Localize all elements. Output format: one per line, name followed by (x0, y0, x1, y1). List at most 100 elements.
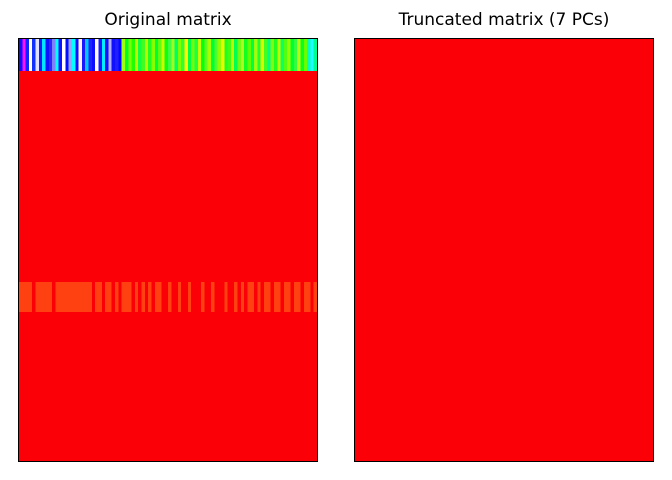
original-matrix-cell-r0-c19 (81, 39, 86, 71)
original-matrix-cell-r2-c28 (111, 282, 116, 312)
original-matrix-cell-r2-c86 (303, 282, 308, 312)
original-matrix-cell-r0-c1 (22, 39, 27, 71)
original-matrix-cell-r0-c88 (310, 39, 315, 71)
original-matrix-cell-r0-c35 (134, 39, 139, 71)
original-matrix-cell-r2-c41 (154, 282, 159, 312)
original-matrix-cell-r0-c27 (108, 39, 113, 71)
original-matrix-cell-r0-c8 (45, 39, 50, 71)
original-matrix-cell-r0-c25 (101, 39, 106, 71)
original-matrix-cell-r0-c53 (194, 39, 199, 71)
original-matrix-cell-r2-c54 (197, 282, 202, 312)
original-matrix-cell-r0-c49 (181, 39, 185, 71)
original-matrix-cell-r2-c75 (267, 282, 272, 312)
original-matrix-cell-r2-c50 (184, 282, 189, 312)
original-matrix-cell-r2-c36 (138, 282, 142, 312)
original-matrix-cell-r2-c55 (201, 282, 205, 312)
original-matrix-cell-r2-c22 (91, 282, 96, 312)
original-matrix-cell-r0-c52 (191, 39, 195, 71)
original-matrix-cell-r2-c71 (254, 282, 258, 312)
original-matrix-cell-r2-c73 (260, 282, 265, 312)
original-matrix-cell-r2-c1 (22, 282, 27, 312)
original-matrix-cell-r2-c30 (118, 282, 123, 312)
original-matrix-cell-r0-c22 (91, 39, 96, 71)
original-matrix-cell-r0-c86 (303, 39, 308, 71)
original-matrix-cell-r2-c69 (247, 282, 252, 312)
original-matrix-cell-r2-c40 (151, 282, 156, 312)
original-matrix-cell-r0-c30 (118, 39, 123, 71)
original-matrix-cell-r0-c18 (78, 39, 83, 71)
original-matrix-cell-r2-c59 (214, 282, 219, 312)
original-matrix-cell-r2-c58 (211, 282, 215, 312)
original-matrix-cell-r2-c15 (68, 282, 73, 312)
original-matrix-cell-r0-c4 (32, 39, 36, 71)
original-matrix-cell-r2-c61 (220, 282, 225, 312)
original-matrix-cell-r2-c37 (141, 282, 146, 312)
original-matrix-cell-r2-c82 (290, 282, 295, 312)
original-matrix-cell-r2-c9 (48, 282, 53, 312)
original-matrix-cell-r2-c5 (35, 282, 40, 312)
original-matrix-cell-r2-c77 (273, 282, 278, 312)
original-matrix-cell-r2-c20 (85, 282, 89, 312)
original-matrix-cell-r0-c62 (224, 39, 228, 71)
original-matrix-cell-r0-c50 (184, 39, 189, 71)
original-matrix-cell-r2-c62 (224, 282, 228, 312)
original-matrix-cell-r2-c68 (244, 282, 248, 312)
original-matrix-cell-r2-c81 (287, 282, 291, 312)
original-matrix-cell-r0-c56 (204, 39, 209, 71)
original-matrix-cell-r2-c70 (250, 282, 255, 312)
original-matrix-cell-r0-c60 (217, 39, 222, 71)
truncated-matrix-cell-r0-c0 (355, 39, 653, 461)
original-matrix-cell-r0-c29 (115, 39, 119, 71)
original-matrix-cell-r2-c47 (174, 282, 179, 312)
original-matrix-cell-r2-c83 (293, 282, 298, 312)
original-matrix-cell-r0-c46 (171, 39, 176, 71)
original-matrix-cell-r0-c0 (19, 39, 23, 71)
original-matrix-cell-r3-c0 (19, 312, 317, 461)
original-matrix-cell-r2-c48 (177, 282, 182, 312)
original-matrix-cell-r0-c39 (148, 39, 152, 71)
original-matrix-cell-r2-c87 (307, 282, 311, 312)
original-matrix-cell-r0-c3 (28, 39, 33, 71)
original-matrix-cell-r0-c16 (71, 39, 76, 71)
original-matrix-cell-r0-c67 (240, 39, 245, 71)
original-matrix-cell-r0-c21 (88, 39, 93, 71)
original-matrix-cell-r2-c39 (148, 282, 152, 312)
original-matrix-cell-r0-c15 (68, 39, 73, 71)
original-matrix-cell-r0-c41 (154, 39, 159, 71)
original-matrix-cell-r2-c76 (270, 282, 275, 312)
original-matrix-cell-r2-c78 (277, 282, 281, 312)
original-matrix-cell-r2-c88 (310, 282, 315, 312)
original-matrix-cell-r0-c63 (227, 39, 232, 71)
original-matrix-cell-r0-c6 (38, 39, 43, 71)
original-matrix-cell-r0-c12 (58, 39, 63, 71)
original-matrix-cell-r0-c17 (75, 39, 79, 71)
original-matrix-cell-r2-c8 (45, 282, 50, 312)
original-matrix-cell-r0-c72 (257, 39, 262, 71)
original-matrix-cell-r2-c23 (95, 282, 99, 312)
original-matrix-cell-r0-c24 (98, 39, 103, 71)
original-matrix-cell-r2-c80 (283, 282, 288, 312)
original-matrix-cell-r0-c68 (244, 39, 248, 71)
original-matrix-cell-r0-c82 (290, 39, 295, 71)
original-matrix-cell-r2-c10 (52, 282, 56, 312)
original-matrix-cell-r2-c46 (171, 282, 176, 312)
original-matrix-cell-r2-c60 (217, 282, 222, 312)
original-matrix-cell-r2-c3 (28, 282, 33, 312)
original-matrix-title: Original matrix (104, 10, 232, 30)
original-matrix-cell-r2-c56 (204, 282, 209, 312)
original-matrix-cell-r2-c18 (78, 282, 83, 312)
original-matrix-cell-r2-c31 (121, 282, 126, 312)
original-matrix-cell-r2-c16 (71, 282, 76, 312)
original-matrix-cell-r0-c66 (237, 39, 242, 71)
original-matrix-cell-r0-c73 (260, 39, 265, 71)
original-matrix-cell-r0-c47 (174, 39, 179, 71)
original-matrix-cell-r2-c43 (161, 282, 166, 312)
original-matrix-cell-r2-c13 (62, 282, 66, 312)
original-matrix-cell-r0-c80 (283, 39, 288, 71)
original-matrix-cell-r2-c7 (42, 282, 46, 312)
original-matrix-cell-r2-c25 (101, 282, 106, 312)
original-matrix-cell-r2-c57 (207, 282, 212, 312)
original-matrix-cell-r0-c59 (214, 39, 219, 71)
original-matrix-cell-r2-c51 (187, 282, 192, 312)
